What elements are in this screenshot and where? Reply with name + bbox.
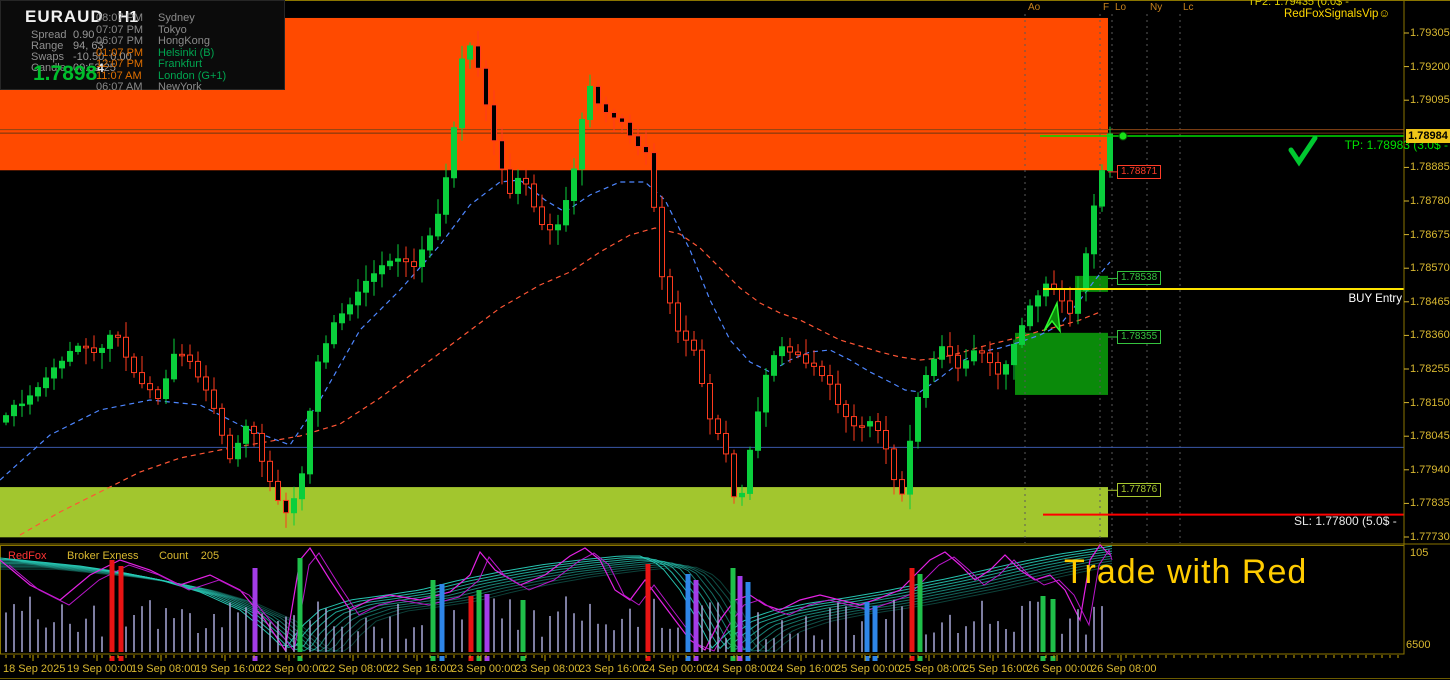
date-axis-label: 25 Sep 00:00 xyxy=(835,663,901,675)
current-price-tag: 1.78984 xyxy=(1406,128,1450,143)
stat-row: Candle 00:52:25 xyxy=(31,62,116,74)
buy-arrow-icon xyxy=(1043,300,1062,334)
stat-row: Swaps -10.50, 0.00 xyxy=(31,51,132,63)
session-marker-label: F xyxy=(1103,2,1110,13)
signal-brand-label: RedFoxSignalsVip☺ xyxy=(1284,8,1391,20)
buy-entry-label: BUY Entry xyxy=(1348,293,1402,305)
date-axis-label: 22 Sep 08:00 xyxy=(323,663,389,675)
price-scale-label: 1.78675 xyxy=(1410,228,1450,241)
date-axis-label: 25 Sep 16:00 xyxy=(963,663,1029,675)
date-axis-label: 19 Sep 16:00 xyxy=(195,663,261,675)
price-scale-label: 1.78255 xyxy=(1410,363,1450,375)
date-axis-label: 23 Sep 08:00 xyxy=(515,663,581,675)
level-price-tag: 1.78871 xyxy=(1117,164,1162,179)
price-scale-label: 1.77730 xyxy=(1410,531,1450,543)
price-scale-label: 1.77835 xyxy=(1410,497,1450,510)
indicator-subtitle: Broker Exness xyxy=(66,550,139,562)
level-price-tag: 1.77876 xyxy=(1117,483,1162,498)
date-axis-label: 23 Sep 16:00 xyxy=(579,663,645,675)
session-clock-row: 06:07 PM HongKong xyxy=(96,35,210,47)
price-scale-label: 1.78045 xyxy=(1410,430,1450,443)
price-scale-label: 1.78465 xyxy=(1410,295,1450,308)
current-bid-pips: 4 xyxy=(97,61,104,75)
tp2-label: TP2: 1.79435 (0.0$ - xyxy=(1248,0,1349,8)
tp-check-icon xyxy=(1288,135,1318,167)
price-scale-label: 1.78150 xyxy=(1410,396,1450,409)
date-axis-label: 19 Sep 00:00 xyxy=(67,663,133,675)
price-scale-label: 1.79305 xyxy=(1410,27,1450,39)
symbol-name: EURAUD xyxy=(25,7,104,26)
zone-demand xyxy=(0,487,1108,538)
date-axis-label: 26 Sep 00:00 xyxy=(1027,663,1093,675)
date-axis-label: 25 Sep 08:00 xyxy=(899,663,965,675)
session-clock-row: 06:07 AM NewYork xyxy=(96,81,202,93)
session-marker-label: Lc xyxy=(1183,2,1194,13)
date-axis-label: 23 Sep 00:00 xyxy=(451,663,517,675)
current-bid-price: 1.7898 xyxy=(33,62,98,85)
price-scale-label: 1.79095 xyxy=(1410,94,1450,107)
date-axis-label: 18 Sep 2025 xyxy=(3,663,66,675)
price-scale-label: 1.77940 xyxy=(1410,463,1450,476)
stat-row: Spread 0.90 xyxy=(31,29,95,41)
session-clock-row: 01:07 PM Helsinki (B) xyxy=(96,46,215,59)
indicator-scale-min: 6500 xyxy=(1406,639,1431,651)
session-clock-row: 07:07 PM Tokyo xyxy=(96,23,187,36)
session-clock-row: 12:07 PM Frankfurt xyxy=(96,58,203,70)
indicator-count-label: Count xyxy=(158,550,189,562)
price-scale-label: 1.78570 xyxy=(1410,262,1450,275)
date-axis-label: 22 Sep 16:00 xyxy=(387,663,453,675)
session-clock-row: 11:07 AM London (G+1) xyxy=(96,69,227,82)
market-watch-panel: EURAUD H1 Spread 0.90 Range 94, 63 Swaps -10.5… xyxy=(0,0,285,93)
tp-marker-dot xyxy=(1118,131,1128,141)
timeframe-label: H1 xyxy=(117,9,139,26)
stop-loss-label: SL: 1.77800 (5.0$ - xyxy=(1294,514,1397,528)
stat-row: Range 94, 63 xyxy=(31,40,104,52)
price-scale-label: 1.78360 xyxy=(1410,329,1450,342)
date-axis-label: 24 Sep 08:00 xyxy=(707,663,773,675)
watermark-text: Trade with Red xyxy=(1064,553,1308,591)
session-marker-label: Lo xyxy=(1115,2,1127,13)
zone-base-box xyxy=(1015,332,1108,395)
date-axis-label: 26 Sep 08:00 xyxy=(1091,663,1157,675)
session-marker-label: Ao xyxy=(1028,2,1041,13)
indicator-scale-max: 105 xyxy=(1410,547,1429,559)
price-scale-label: 1.78780 xyxy=(1410,195,1450,207)
level-price-tag: 1.78355 xyxy=(1117,330,1162,344)
date-axis-label: 19 Sep 08:00 xyxy=(131,663,197,675)
session-clock-row: 08:07 PM Sydney xyxy=(96,12,195,24)
date-axis-label: 24 Sep 00:00 xyxy=(643,663,709,675)
indicator-count-value: 205 xyxy=(200,550,220,562)
date-axis-label: 22 Sep 00:00 xyxy=(259,663,325,675)
date-axis-label: 24 Sep 16:00 xyxy=(771,663,837,675)
session-marker-label: Ny xyxy=(1150,2,1163,13)
price-scale-label: 1.78885 xyxy=(1410,161,1450,174)
indicator-name: RedFox xyxy=(8,550,47,562)
level-price-tag: 1.78538 xyxy=(1117,271,1162,286)
price-scale-label: 1.79200 xyxy=(1410,60,1450,73)
